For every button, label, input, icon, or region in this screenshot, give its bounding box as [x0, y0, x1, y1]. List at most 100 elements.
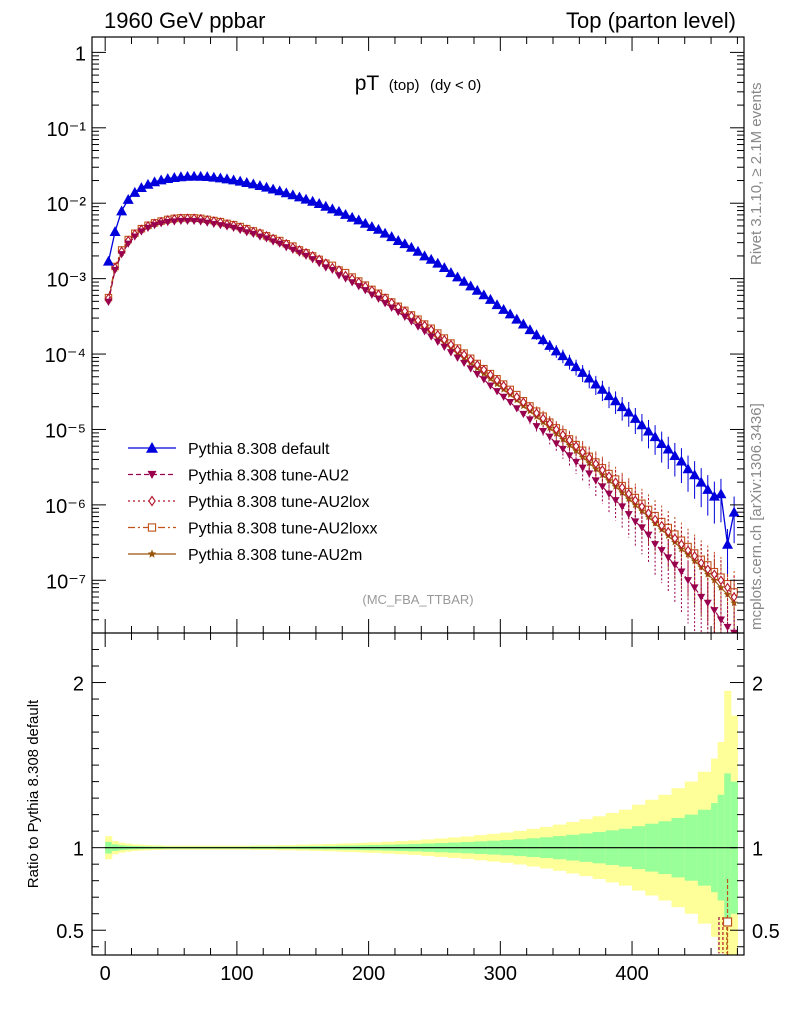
data-point [730, 599, 738, 607]
data-point [427, 333, 436, 341]
data-point [631, 495, 639, 506]
data-point [287, 189, 299, 200]
data-point [366, 221, 378, 231]
ytick-label: 10⁻⁵ [45, 420, 86, 442]
data-point [572, 441, 580, 452]
data-point [163, 219, 172, 227]
data-point [671, 533, 679, 544]
data-point [591, 477, 600, 485]
data-point [664, 554, 673, 562]
data-point [662, 443, 674, 454]
data-point [592, 458, 600, 469]
data-point [302, 252, 311, 260]
data-point [625, 488, 633, 499]
data-point [691, 551, 699, 561]
legend-marker [147, 523, 157, 532]
data-point [577, 366, 589, 377]
data-point [117, 251, 126, 259]
ytick-label: 10⁻³ [47, 270, 87, 292]
ratio-ytick-label-left: 1 [73, 839, 84, 861]
data-point [583, 372, 595, 383]
ytick-label: 10⁻² [47, 194, 87, 216]
data-point [447, 339, 455, 350]
data-point [236, 226, 245, 235]
ratio-ylabel: Ratio to Pythia 8.308 default [25, 699, 42, 888]
data-point [657, 547, 666, 555]
legend-label: Pythia 8.308 tune-AU2lox [188, 494, 369, 511]
ratio-ytick-label-right: 0.5 [752, 921, 780, 943]
data-point [341, 275, 350, 283]
data-point [500, 380, 508, 391]
data-point [280, 187, 292, 198]
data-point [201, 171, 213, 182]
data-point [109, 226, 121, 237]
data-point [486, 369, 494, 380]
series-2 [104, 213, 738, 633]
ytick-label: 10⁻¹ [47, 119, 87, 141]
data-point [723, 590, 732, 598]
legend-marker [146, 442, 158, 453]
data-point [710, 569, 718, 580]
data-point [493, 375, 501, 386]
data-point [346, 211, 358, 222]
legend-label: Pythia 8.308 tune-AU2loxx [188, 521, 377, 538]
data-point [598, 483, 607, 491]
data-point [216, 222, 225, 230]
data-point [471, 284, 483, 295]
data-point [544, 339, 556, 350]
ratio-ytick-label-right: 1 [752, 839, 763, 861]
data-point [550, 345, 562, 356]
data-point [511, 313, 523, 324]
data-point [440, 334, 448, 345]
data-point [531, 329, 543, 340]
data-point [539, 413, 547, 424]
legend-marker [147, 470, 157, 479]
data-point [670, 561, 679, 569]
series-line-0 [107, 175, 735, 545]
data-point [480, 364, 488, 375]
data-point [723, 623, 732, 632]
data-point [697, 557, 705, 568]
data-point [288, 246, 297, 254]
data-point [460, 359, 469, 368]
legend-entry: Pythia 8.308 default [128, 441, 330, 458]
xtick-label: 400 [615, 963, 648, 985]
data-point [552, 440, 561, 448]
data-point [307, 195, 319, 206]
data-point [453, 354, 462, 362]
data-point [446, 349, 455, 357]
data-point [484, 293, 496, 304]
data-point [525, 416, 534, 424]
data-point [605, 471, 613, 482]
data-point [321, 264, 330, 272]
data-point [618, 482, 626, 493]
plot-frame [91, 36, 745, 956]
data-point [379, 227, 391, 238]
legend-label: Pythia 8.308 tune-AU2 [188, 468, 349, 485]
data-point [677, 568, 686, 576]
data-point [638, 501, 646, 512]
data-point [558, 445, 567, 454]
ytick-label: 10⁻⁶ [45, 496, 86, 518]
data-point [386, 231, 398, 242]
data-point [565, 452, 574, 460]
data-point [690, 584, 699, 592]
data-point [624, 511, 633, 519]
data-point [241, 177, 253, 187]
data-point [532, 423, 541, 431]
data-point [519, 410, 528, 419]
data-point [645, 508, 652, 518]
data-point [596, 383, 608, 394]
data-point [261, 181, 273, 192]
data-point [400, 313, 409, 321]
data-point [374, 295, 383, 303]
data-point [267, 183, 279, 194]
data-point [684, 577, 693, 585]
xtick-label: 200 [352, 963, 385, 985]
data-point [124, 240, 133, 248]
data-point [137, 228, 146, 236]
data-point [710, 607, 719, 615]
data-point [214, 172, 226, 183]
data-point [623, 406, 635, 417]
